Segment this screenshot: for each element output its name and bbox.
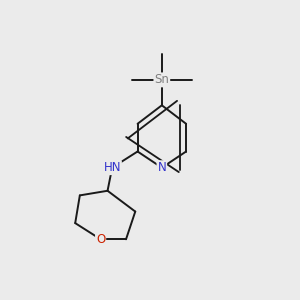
Text: Sn: Sn: [154, 74, 169, 86]
Text: HN: HN: [103, 161, 121, 174]
Text: O: O: [96, 233, 105, 246]
Text: N: N: [158, 161, 166, 174]
